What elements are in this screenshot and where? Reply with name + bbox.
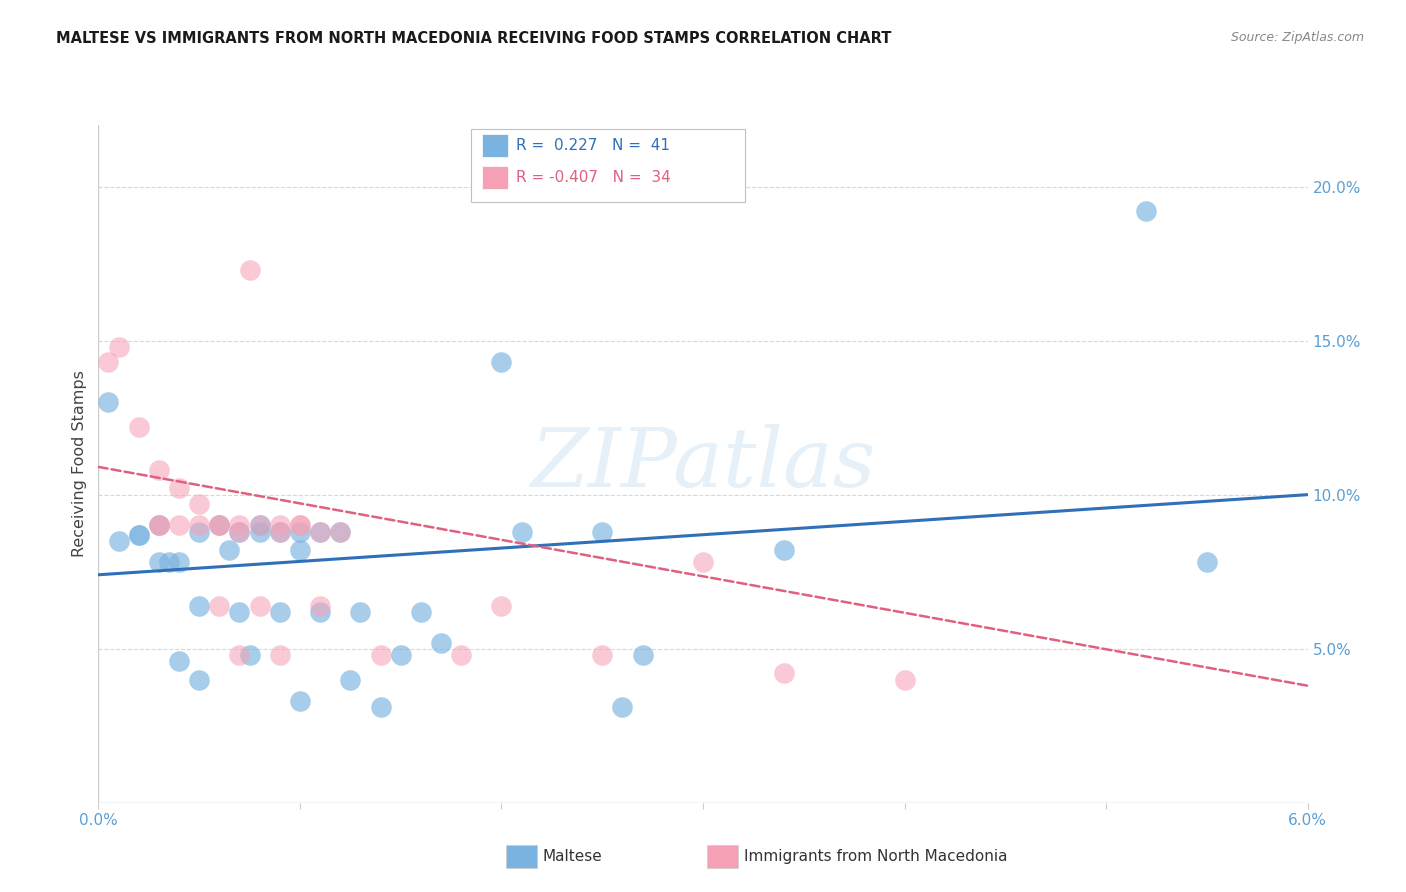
Point	[148, 518, 170, 533]
Point	[288, 543, 311, 558]
Point	[208, 518, 231, 533]
Point	[269, 524, 291, 539]
Point	[339, 673, 361, 687]
Point	[309, 599, 332, 613]
Point	[239, 262, 262, 277]
Point	[128, 420, 150, 434]
Point	[370, 700, 392, 714]
Point	[107, 533, 129, 548]
Point	[128, 527, 150, 541]
Text: R =  0.227   N =  41: R = 0.227 N = 41	[516, 138, 671, 153]
Point	[228, 605, 250, 619]
Point	[208, 518, 231, 533]
Point	[148, 463, 170, 477]
Text: Source: ZipAtlas.com: Source: ZipAtlas.com	[1230, 31, 1364, 45]
Point	[389, 648, 412, 662]
Point	[167, 556, 190, 570]
Text: Maltese: Maltese	[543, 849, 602, 863]
Point	[249, 524, 271, 539]
Point	[430, 635, 453, 649]
Point	[772, 543, 794, 558]
Point	[167, 518, 190, 533]
Point	[772, 666, 794, 681]
Point	[208, 518, 231, 533]
Point	[239, 648, 262, 662]
Y-axis label: Receiving Food Stamps: Receiving Food Stamps	[72, 370, 87, 558]
Point	[692, 556, 714, 570]
Point	[288, 694, 311, 708]
Point	[228, 524, 250, 539]
Point	[309, 524, 332, 539]
Point	[148, 518, 170, 533]
Point	[288, 524, 311, 539]
Point	[97, 395, 120, 409]
Point	[309, 524, 332, 539]
Point	[1195, 556, 1218, 570]
Point	[631, 648, 654, 662]
Point	[249, 518, 271, 533]
Point	[188, 599, 211, 613]
Point	[249, 599, 271, 613]
Point	[188, 518, 211, 533]
Point	[510, 524, 533, 539]
Point	[329, 524, 352, 539]
Point	[167, 654, 190, 668]
Point	[450, 648, 472, 662]
Point	[188, 497, 211, 511]
Text: R = -0.407   N =  34: R = -0.407 N = 34	[516, 170, 671, 185]
Point	[269, 648, 291, 662]
Point	[288, 518, 311, 533]
Point	[612, 700, 634, 714]
Point	[288, 518, 311, 533]
Point	[1135, 204, 1157, 219]
Point	[249, 518, 271, 533]
Point	[491, 599, 513, 613]
Point	[370, 648, 392, 662]
Point	[228, 518, 250, 533]
Point	[228, 648, 250, 662]
Point	[157, 556, 180, 570]
Point	[309, 605, 332, 619]
Point	[491, 355, 513, 369]
Point	[128, 527, 150, 541]
Point	[409, 605, 432, 619]
Point	[269, 524, 291, 539]
Point	[349, 605, 371, 619]
Point	[188, 673, 211, 687]
Point	[218, 543, 240, 558]
Point	[148, 518, 170, 533]
Point	[148, 556, 170, 570]
Point	[269, 518, 291, 533]
Point	[107, 340, 129, 354]
Point	[97, 355, 120, 369]
Point	[893, 673, 915, 687]
Point	[188, 524, 211, 539]
Point	[591, 648, 613, 662]
Text: MALTESE VS IMMIGRANTS FROM NORTH MACEDONIA RECEIVING FOOD STAMPS CORRELATION CHA: MALTESE VS IMMIGRANTS FROM NORTH MACEDON…	[56, 31, 891, 46]
Point	[167, 482, 190, 496]
Point	[208, 599, 231, 613]
Text: ZIPatlas: ZIPatlas	[530, 424, 876, 504]
Point	[591, 524, 613, 539]
Point	[228, 524, 250, 539]
Point	[269, 605, 291, 619]
Point	[329, 524, 352, 539]
Text: Immigrants from North Macedonia: Immigrants from North Macedonia	[744, 849, 1007, 863]
